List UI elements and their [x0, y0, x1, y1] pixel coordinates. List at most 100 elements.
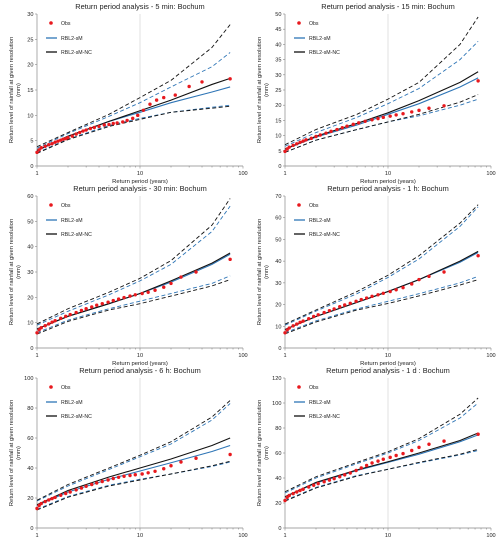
x-tick-label: 1	[35, 533, 38, 539]
y-axis-label-line: Return level of rainfall at given resolu…	[9, 400, 15, 506]
obs-point	[370, 294, 374, 299]
obs-point	[348, 301, 352, 305]
obs-point	[146, 290, 150, 294]
ci-line-rbl2-sm	[36, 403, 231, 502]
obs-point	[74, 488, 78, 492]
y-tick-label: 80	[27, 406, 33, 412]
obs-point	[363, 119, 367, 124]
y-axis-label-line: Return level of rainfall at given resolu…	[9, 37, 15, 143]
obs-point	[179, 275, 183, 279]
legend-sm-label: RBL2-sM	[309, 36, 331, 42]
obs-point	[146, 471, 150, 475]
obs-point	[327, 478, 332, 482]
obs-point	[200, 80, 204, 84]
obs-point	[304, 138, 308, 142]
legend-nc-label: RBL2-sM-NC	[309, 414, 340, 420]
legend-nc-label: RBL2-sM-NC	[309, 232, 340, 238]
obs-point	[287, 145, 291, 149]
obs-point	[335, 127, 339, 132]
obs-point	[376, 116, 380, 121]
legend-obs-marker	[49, 203, 53, 207]
y-axis-label: Return level of rainfall at given resolu…	[257, 219, 270, 325]
obs-point	[359, 297, 363, 302]
obs-point	[125, 118, 129, 123]
ci-line-rbl2-sm	[284, 450, 479, 501]
y-tick-label: 40	[27, 245, 33, 251]
obs-point	[322, 480, 326, 484]
obs-point	[354, 299, 358, 304]
obs-point	[228, 452, 232, 457]
obs-point	[43, 144, 47, 148]
obs-point	[173, 93, 177, 97]
obs-point	[66, 135, 70, 140]
legend-sm-label: RBL2-sM	[309, 400, 331, 406]
obs-point	[364, 296, 369, 300]
obs-point	[283, 331, 287, 335]
ci-line-rbl2-sm	[36, 52, 231, 149]
ci-line-rbl2-sm	[36, 104, 231, 154]
y-tick-label: 15	[275, 118, 281, 124]
y-axis-label: Return level of rainfall at given resolu…	[257, 37, 270, 143]
ci-line-rbl2-sm-nc	[36, 198, 231, 325]
series-line-rbl2-sm	[36, 444, 231, 507]
obs-point	[64, 314, 68, 319]
obs-point	[295, 142, 299, 146]
obs-point	[92, 125, 97, 130]
obs-point	[43, 499, 47, 504]
obs-point	[351, 122, 355, 127]
chart-title: Return period analysis - 30 min: Bochum	[73, 184, 207, 193]
y-tick-label: 10	[275, 134, 281, 140]
obs-point	[307, 316, 311, 321]
legend-obs-label: Obs	[61, 385, 71, 391]
obs-point	[115, 121, 119, 125]
y-tick-label: 120	[272, 376, 281, 382]
obs-point	[169, 281, 173, 286]
y-tick-label: 60	[275, 216, 281, 222]
y-tick-label: 20	[275, 303, 281, 309]
obs-point	[179, 460, 183, 464]
obs-point	[111, 121, 115, 126]
obs-point	[410, 448, 414, 453]
obs-point	[116, 297, 121, 301]
y-tick-label: 0	[30, 346, 33, 352]
legend: Obs RBL2-sM RBL2-sM-NC	[46, 21, 92, 56]
obs-point	[381, 291, 385, 295]
obs-point	[154, 98, 159, 102]
obs-point	[162, 285, 166, 289]
ci-line-rbl2-sm	[36, 205, 231, 326]
obs-point	[39, 146, 43, 150]
y-tick-label: 0	[278, 526, 281, 532]
ci-line-rbl2-sm	[36, 461, 231, 510]
x-tick-label: 1	[35, 171, 38, 177]
y-axis-label-unit: (mm)	[16, 446, 22, 460]
obs-point	[43, 324, 47, 328]
obs-point	[370, 118, 374, 122]
obs-point	[476, 79, 480, 83]
x-axis-label: Return period (years)	[112, 179, 168, 185]
y-tick-label: 80	[275, 426, 281, 432]
obs-point	[359, 466, 363, 470]
obs-point	[68, 312, 72, 317]
y-tick-label: 30	[27, 270, 33, 276]
obs-point	[376, 293, 380, 297]
y-tick-label: 10	[275, 324, 281, 330]
ci-line-rbl2-sm	[284, 275, 479, 334]
obs-point	[50, 320, 54, 324]
y-axis-label-unit: (mm)	[264, 446, 270, 460]
chart-panel-4: 0 10 20 30 40 50 60 70 1 10 100 Return period analy…	[257, 184, 496, 367]
ci-line-rbl2-sm	[284, 402, 479, 494]
y-tick-label: 0	[278, 164, 281, 170]
obs-point	[301, 139, 305, 143]
y-axis-label-unit: (mm)	[264, 83, 270, 97]
obs-point	[53, 495, 57, 500]
obs-point	[95, 481, 99, 485]
legend-nc-label: RBL2-sM-NC	[61, 414, 92, 420]
y-tick-label: 0	[30, 164, 33, 170]
obs-point	[327, 308, 332, 313]
obs-point	[162, 95, 166, 100]
obs-point	[312, 483, 316, 487]
obs-point	[64, 491, 68, 496]
obs-point	[97, 124, 101, 129]
x-axis-label: Return period (years)	[360, 361, 416, 367]
obs-point	[169, 464, 173, 468]
